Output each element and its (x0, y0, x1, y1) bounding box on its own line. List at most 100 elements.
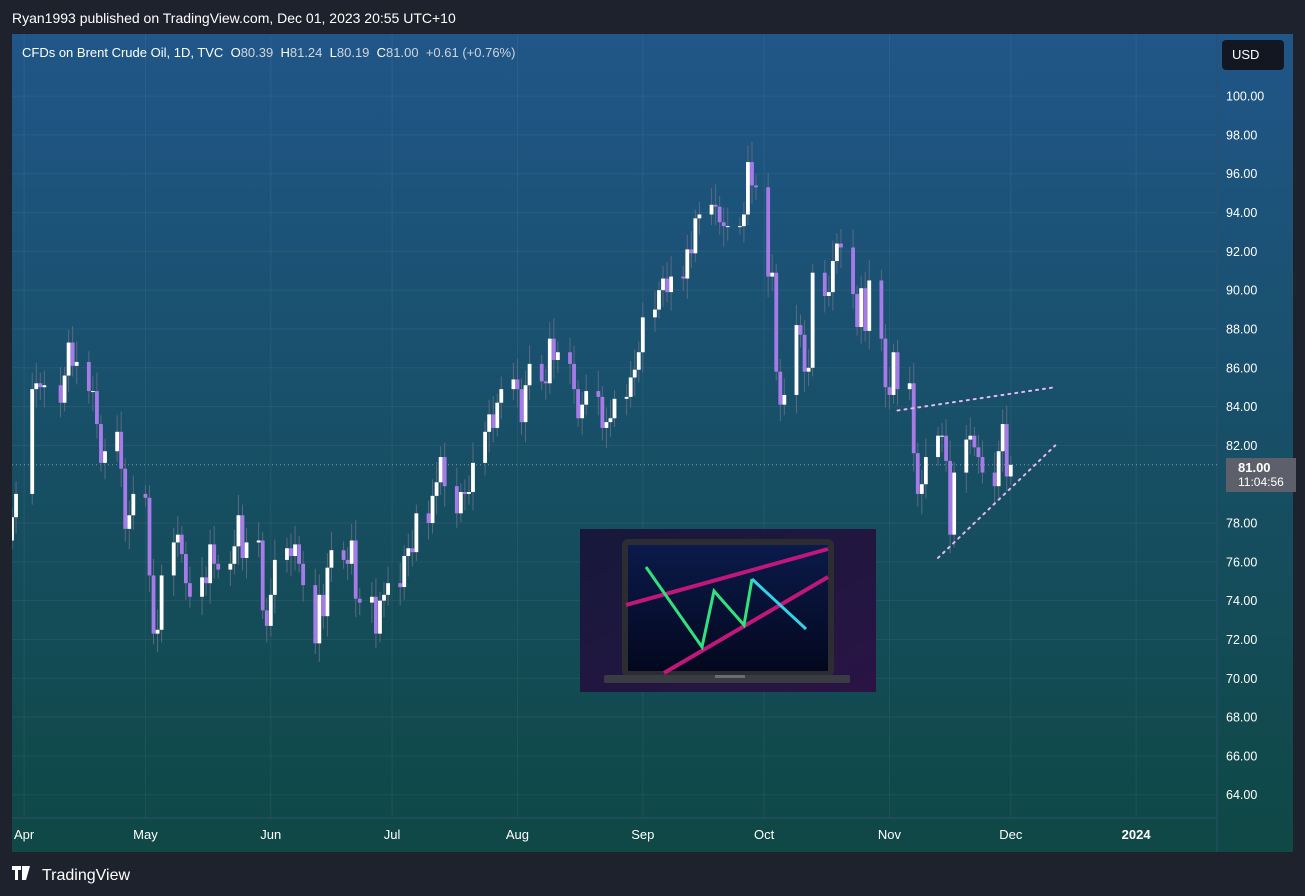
legend-symbol: CFDs on Brent Crude Oil, 1D, TVC (22, 45, 224, 60)
price-tick-label: 68.00 (1226, 711, 1257, 725)
candle-down (240, 515, 245, 558)
candle-down (543, 381, 548, 384)
candle-up (580, 404, 585, 419)
time-axis[interactable]: Apr May Jun Jul Aug Sep Oct Nov Dec 2024 (14, 827, 1151, 842)
candle-down (398, 583, 403, 588)
candle-up (244, 542, 249, 558)
candle-up (661, 278, 665, 291)
candle-up (34, 383, 39, 390)
candle-down (179, 534, 184, 555)
candle-down (515, 379, 520, 390)
price-tick-label: 100.00 (1226, 90, 1264, 104)
candle-up (131, 493, 136, 516)
candle-up (232, 546, 237, 564)
candle-up (725, 226, 730, 228)
time-tick-label: Sep (631, 827, 654, 842)
legend-open-value: 80.39 (240, 45, 274, 60)
candle-down (665, 278, 669, 293)
candle-down (123, 468, 128, 529)
time-tick-label: Jul (384, 827, 401, 842)
candle-up (867, 280, 872, 331)
dotted-trendline[interactable] (896, 386, 1057, 412)
candle-up (810, 272, 815, 368)
price-tick-label: 82.00 (1226, 439, 1257, 453)
candle-down (568, 352, 572, 364)
trendline-annotations[interactable] (896, 386, 1057, 559)
candle-up (175, 534, 180, 543)
candle-up (523, 385, 528, 423)
time-tick-label: 2024 (1122, 827, 1152, 842)
currency-button[interactable]: USD (1222, 40, 1284, 70)
candle-up (794, 325, 799, 395)
legend-close-value: 81.00 (386, 45, 419, 60)
candle-up (228, 563, 233, 570)
candle-down (911, 383, 916, 454)
legend-change: +0.61 (+0.76%) (425, 45, 516, 60)
candle-up (66, 342, 71, 376)
candle-up (430, 495, 435, 524)
candle-up (770, 272, 775, 277)
candle-down (260, 540, 265, 611)
candle-up (669, 276, 674, 293)
candle-down (341, 550, 346, 560)
candle-down (883, 338, 888, 388)
time-tick-label: Jun (260, 827, 281, 842)
candle-up (325, 567, 330, 617)
candle-up (14, 493, 18, 518)
chart-area[interactable]: 100.00 98.00 96.00 94.00 92.00 90.00 88.00 86.0… (12, 34, 1296, 852)
candle-down (948, 460, 953, 535)
candle-up (782, 394, 787, 405)
candle-up (471, 462, 475, 492)
candle-down (58, 385, 63, 403)
symbol-legend[interactable]: CFDs on Brent Crude Oil, 1D, TVC O80.39 … (22, 45, 515, 60)
bar-countdown: 11:04:56 (1238, 475, 1284, 489)
candle-up (636, 352, 641, 370)
candle-down (689, 249, 694, 254)
price-tick-label: 94.00 (1226, 206, 1257, 220)
candle-up (685, 249, 690, 279)
price-axis[interactable]: 100.00 98.00 96.00 94.00 92.00 90.00 88.00 86.0… (1226, 90, 1264, 803)
published-text: Ryan1993 published on TradingView.com, D… (12, 10, 456, 26)
header-bar: Ryan1993 published on TradingView.com, D… (0, 0, 1305, 34)
candle-down (713, 204, 718, 207)
candle-up (952, 472, 957, 535)
candle-down (410, 548, 415, 553)
candle-down (887, 387, 892, 395)
candle-up (741, 214, 746, 227)
legend-close-label: C (376, 45, 387, 60)
price-tick-label: 70.00 (1226, 672, 1257, 686)
legend-low-value: 80.19 (336, 45, 370, 60)
candle-up (891, 352, 896, 395)
time-tick-label: Oct (754, 827, 775, 842)
candle-up (406, 548, 411, 557)
tradingview-brand[interactable]: TradingView (12, 866, 130, 885)
candle-down (572, 363, 576, 390)
candle-down (895, 352, 900, 390)
candle-down (802, 334, 807, 372)
candle-down (345, 559, 350, 564)
candle-down (95, 391, 99, 425)
candle-up (487, 414, 492, 432)
candle-down (822, 272, 827, 296)
candle-up (349, 540, 354, 564)
candle-up (604, 422, 609, 428)
candle-down (721, 222, 726, 227)
tradingview-logo-icon (12, 866, 36, 885)
candle-down (353, 540, 358, 599)
candle-up (268, 594, 273, 626)
candle-up (62, 375, 67, 403)
candle-down (551, 338, 556, 361)
dotted-trendline[interactable] (936, 444, 1057, 559)
candle-down (976, 447, 981, 458)
candle-down (86, 361, 91, 392)
candle-up (919, 484, 924, 494)
thumbnail-cyan-leg (750, 577, 808, 631)
candle-down (321, 594, 326, 617)
candle-up (382, 594, 386, 601)
candle-up (940, 435, 944, 437)
candle-up (1000, 424, 1005, 452)
price-chart[interactable]: 100.00 98.00 96.00 94.00 92.00 90.00 88.00 86.0… (12, 34, 1293, 852)
candle-up (697, 214, 702, 219)
candle-up (90, 391, 95, 393)
thumbnail-green-zigzag (644, 566, 754, 651)
